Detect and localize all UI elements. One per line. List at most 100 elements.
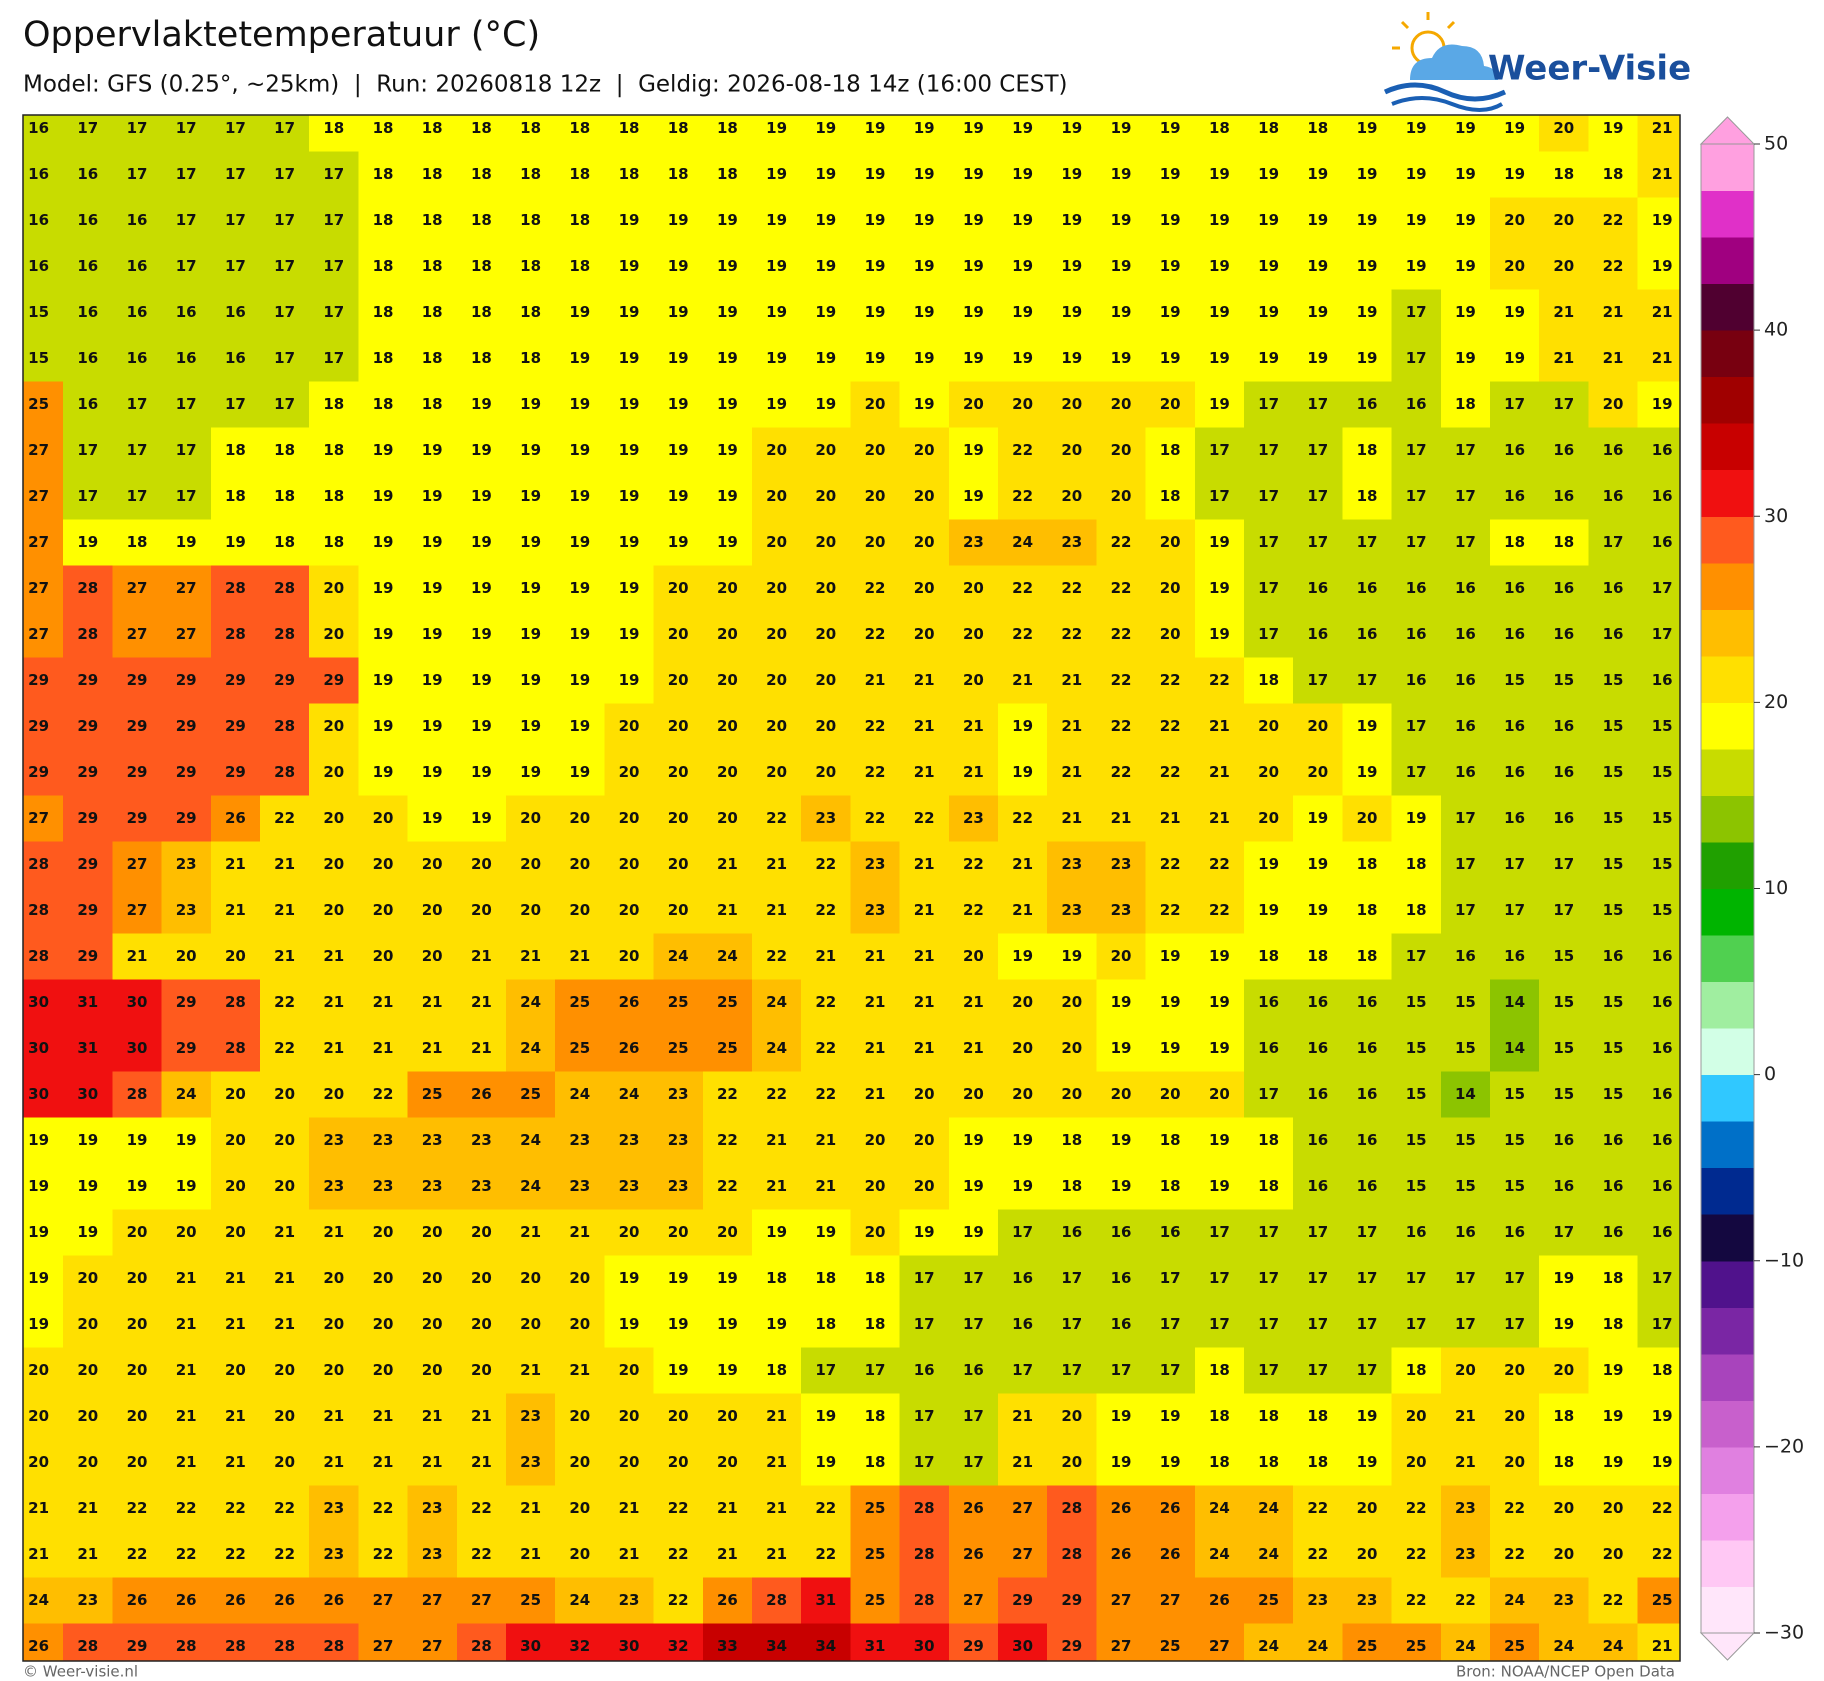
temperature-label: 21 <box>1061 809 1082 827</box>
temperature-cell <box>456 335 507 383</box>
colorbar-tick-label: 20 <box>1764 691 1788 713</box>
temperature-label: 16 <box>176 303 197 321</box>
temperature-cell <box>456 1163 507 1211</box>
temperature-label: 21 <box>717 855 738 873</box>
temperature-cell <box>653 335 704 383</box>
temperature-cell <box>1342 243 1393 291</box>
temperature-cell <box>555 1577 605 1625</box>
temperature-label: 24 <box>1258 1499 1279 1517</box>
temperature-label: 16 <box>1455 947 1476 965</box>
temperature-label: 16 <box>1455 671 1476 689</box>
temperature-label: 28 <box>77 1637 98 1655</box>
temperature-cell <box>1244 1255 1294 1303</box>
temperature-label: 19 <box>1160 303 1181 321</box>
temperature-label: 20 <box>1504 1407 1525 1425</box>
temperature-cell <box>407 933 458 981</box>
temperature-cell <box>801 1255 851 1303</box>
temperature-cell <box>456 933 507 981</box>
colorbar-band <box>1701 469 1754 517</box>
temperature-label: 15 <box>1504 1177 1525 1195</box>
temperature-cell <box>1194 1163 1245 1211</box>
temperature-cell <box>1047 1531 1097 1579</box>
temperature-label: 21 <box>323 1407 344 1425</box>
temperature-label: 19 <box>373 671 394 689</box>
temperature-cell <box>1096 1071 1147 1119</box>
temperature-cell <box>555 1531 605 1579</box>
temperature-label: 18 <box>1553 165 1574 183</box>
temperature-label: 15 <box>1652 763 1673 781</box>
temperature-label: 19 <box>1455 257 1476 275</box>
temperature-label: 20 <box>1160 533 1181 551</box>
temperature-label: 17 <box>176 211 197 229</box>
temperature-cell <box>604 841 655 889</box>
temperature-label: 20 <box>77 1269 98 1287</box>
temperature-cell <box>210 1163 261 1211</box>
temperature-label: 22 <box>668 1591 689 1609</box>
temperature-label: 19 <box>619 211 640 229</box>
temperature-label: 22 <box>1012 487 1033 505</box>
temperature-label: 26 <box>619 993 640 1011</box>
temperature-cell <box>1194 151 1245 199</box>
temperature-label: 19 <box>1603 1407 1624 1425</box>
temperature-label: 22 <box>1160 671 1181 689</box>
temperature-label: 20 <box>471 1269 492 1287</box>
temperature-cell <box>555 657 605 705</box>
temperature-label: 18 <box>1160 441 1181 459</box>
temperature-cell <box>653 151 704 199</box>
temperature-label: 19 <box>963 349 984 367</box>
temperature-cell <box>358 1531 409 1579</box>
temperature-cell <box>555 1393 605 1441</box>
temperature-label: 20 <box>1258 809 1279 827</box>
temperature-label: 17 <box>1307 1315 1328 1333</box>
temperature-cell <box>358 611 409 659</box>
temperature-label: 23 <box>176 855 197 873</box>
temperature-label: 19 <box>1160 119 1181 137</box>
temperature-cell <box>23 795 64 843</box>
temperature-cell <box>1145 427 1196 475</box>
temperature-label: 19 <box>569 487 590 505</box>
temperature-cell <box>1244 795 1294 843</box>
temperature-cell <box>456 381 507 429</box>
temperature-label: 21 <box>520 1361 541 1379</box>
temperature-cell <box>260 1301 310 1349</box>
temperature-cell <box>506 565 556 613</box>
temperature-label: 20 <box>569 1407 590 1425</box>
temperature-label: 19 <box>914 303 935 321</box>
temperature-label: 16 <box>1307 993 1328 1011</box>
temperature-label: 22 <box>1160 901 1181 919</box>
temperature-cell <box>948 381 999 429</box>
temperature-label: 19 <box>471 487 492 505</box>
temperature-cell <box>358 795 409 843</box>
temperature-label: 20 <box>274 1407 295 1425</box>
temperature-label: 20 <box>373 855 394 873</box>
temperature-label: 28 <box>274 1637 295 1655</box>
temperature-cell <box>1244 1393 1294 1441</box>
temperature-cell <box>407 795 458 843</box>
temperature-cell <box>1391 565 1442 613</box>
temperature-label: 17 <box>914 1315 935 1333</box>
temperature-label: 23 <box>1061 533 1082 551</box>
temperature-cell <box>1391 1485 1442 1533</box>
temperature-label: 20 <box>815 671 836 689</box>
temperature-label: 29 <box>127 809 148 827</box>
temperature-cell <box>358 1255 409 1303</box>
temperature-cell <box>899 887 950 935</box>
temperature-label: 19 <box>914 119 935 137</box>
temperature-cell <box>899 1209 950 1257</box>
temperature-cell <box>1391 657 1442 705</box>
temperature-cell <box>506 519 556 567</box>
temperature-cell <box>1391 611 1442 659</box>
temperature-cell <box>210 1209 261 1257</box>
temperature-cell <box>260 519 310 567</box>
temperature-label: 17 <box>1111 1361 1132 1379</box>
temperature-cell <box>210 473 261 521</box>
temperature-label: 31 <box>865 1637 886 1655</box>
temperature-cell <box>850 1347 901 1395</box>
temperature-cell <box>23 1163 64 1211</box>
temperature-cell <box>112 427 163 475</box>
temperature-cell <box>1194 427 1245 475</box>
temperature-cell <box>1194 795 1245 843</box>
temperature-label: 19 <box>1258 901 1279 919</box>
temperature-label: 27 <box>28 487 49 505</box>
temperature-cell <box>161 933 212 981</box>
